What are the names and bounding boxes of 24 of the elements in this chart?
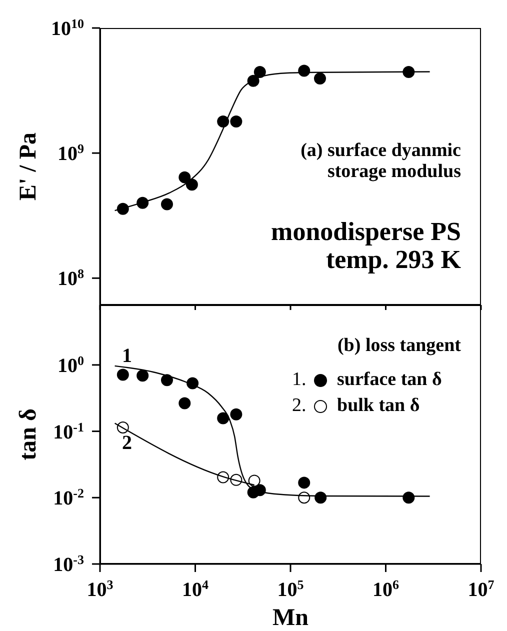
- legend-label: surface tan δ: [337, 368, 442, 392]
- y-tick-label: 10$^{0}$: [58, 352, 84, 377]
- annotation: 2.: [292, 394, 306, 418]
- y-tick-label: 10$^{-3}$: [53, 552, 84, 576]
- y-tick-label: 10$^{8}$: [58, 266, 84, 290]
- x-tick-label: 10$^{4}$: [182, 576, 209, 601]
- y-tick-label: 10$^{9}$: [58, 140, 84, 166]
- y-axis-title: E' / Pa: [16, 132, 42, 201]
- x-tick-label: 10$^{3}$: [86, 576, 114, 601]
- y-tick-label: 10$^{10}$: [51, 16, 84, 40]
- annotation: 2: [122, 432, 132, 454]
- annotation: 1: [122, 345, 132, 367]
- annotation: (a) surface dyanmic storage modulus: [300, 140, 461, 182]
- x-tick-label: 10$^{6}$: [372, 576, 400, 601]
- x-tick-label: 10$^{5}$: [277, 576, 304, 601]
- annotation: (b) loss tangent: [337, 335, 461, 356]
- legend-label: bulk tan δ: [337, 394, 420, 418]
- annotation: 1.: [292, 368, 306, 392]
- y-tick-label: 10$^{-1}$: [53, 418, 84, 444]
- y-tick-label: 10$^{-2}$: [53, 485, 84, 510]
- annotation: monodisperse PS temp. 293 K: [271, 217, 461, 274]
- x-axis-title: Mn: [272, 605, 308, 631]
- x-tick-label: 10$^{7}$: [468, 576, 495, 601]
- y-axis-title: tan δ: [16, 408, 42, 460]
